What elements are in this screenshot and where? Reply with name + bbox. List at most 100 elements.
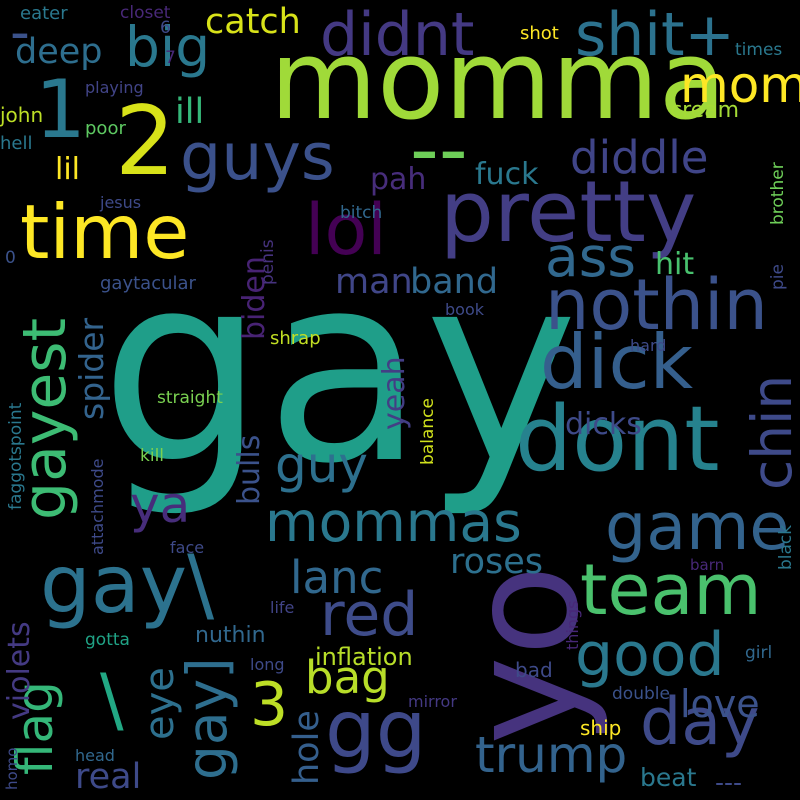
- word-lol: lol: [305, 189, 387, 271]
- word-penis: penis: [258, 239, 278, 285]
- word-red: red: [320, 580, 419, 650]
- word-ass: ass: [545, 225, 637, 289]
- word-chin: chin: [740, 374, 800, 490]
- word-poor: poor: [85, 118, 126, 139]
- word-6: 6: [160, 18, 171, 38]
- word-gaybracket: gay]: [175, 657, 239, 780]
- word-attachmode: attachmode: [88, 458, 107, 555]
- word-life: life: [270, 598, 295, 617]
- word-gg: gg: [325, 683, 427, 776]
- word-guys: guys: [180, 120, 335, 195]
- word-pie: pie: [768, 264, 788, 290]
- word-gaybackslash: gay\: [40, 538, 215, 631]
- word-times: times: [735, 40, 783, 60]
- word-good: good: [575, 620, 725, 690]
- word-violets: violets: [2, 621, 37, 720]
- word-jesus: jesus: [100, 193, 142, 212]
- word-backslash: \: [100, 659, 124, 741]
- word-team: team: [580, 549, 762, 631]
- word-face: face: [170, 538, 205, 557]
- word-barn: barn: [690, 556, 725, 574]
- word-time: time: [20, 188, 190, 276]
- word-pretty: pretty: [440, 163, 697, 262]
- word-playing: playing: [85, 78, 144, 97]
- word-gaytacular: gaytacular: [100, 273, 196, 294]
- word-dash: -: [10, 0, 30, 64]
- word-mom: mom: [680, 56, 800, 114]
- word-double: double: [612, 684, 670, 704]
- word-lanc: lanc: [290, 551, 384, 604]
- word-2: 2: [115, 87, 176, 197]
- word-3: 3: [250, 670, 289, 740]
- word-real: real: [75, 757, 142, 797]
- word-eater: eater: [20, 3, 68, 24]
- word-yeah: yeah: [377, 356, 412, 430]
- word-girl: girl: [745, 643, 773, 663]
- word-long: long: [250, 655, 285, 674]
- word-dashdashdash: ---: [715, 768, 743, 797]
- word-pah: pah: [370, 162, 427, 197]
- word-dont: dont: [515, 387, 720, 492]
- word-1: 1: [35, 63, 86, 156]
- word-ya: ya: [130, 476, 191, 534]
- word-hit: hit: [655, 247, 695, 282]
- word-man: man: [335, 262, 413, 302]
- word-deep: deep: [15, 32, 103, 72]
- word-fuck: fuck: [475, 157, 539, 192]
- word-dicks: dicks: [565, 407, 642, 442]
- word-roses: roses: [450, 542, 544, 582]
- word-faggotspoint: faggotspoint: [6, 402, 26, 510]
- word-brother: brother: [768, 162, 788, 225]
- word-things: things: [563, 600, 582, 651]
- word-0: 0: [5, 248, 16, 268]
- word-dashdash: --: [410, 103, 468, 196]
- word-straight: straight: [157, 388, 223, 408]
- word-trump: trump: [475, 726, 628, 784]
- word-homo: homo: [3, 747, 21, 790]
- word-catch: catch: [205, 2, 301, 42]
- word-diddle: diddle: [570, 131, 709, 184]
- word-john: john: [0, 103, 44, 127]
- word-mommas: mommas: [265, 490, 522, 554]
- word-closet: closet: [120, 3, 171, 23]
- word-love: love: [680, 682, 760, 726]
- word-bitch: bitch: [340, 203, 383, 223]
- word-hard: hard: [630, 336, 667, 355]
- word-band: band: [410, 262, 499, 302]
- word-didnt: didnt: [320, 0, 475, 70]
- word-day: day: [640, 685, 760, 760]
- word-bad: bad: [515, 658, 553, 682]
- word-nothin: nothin: [545, 264, 768, 346]
- word-dick: dick: [540, 318, 694, 406]
- word-game: game: [605, 490, 790, 565]
- word-shitplus: shit+: [575, 0, 735, 70]
- word-guy: guy: [275, 436, 369, 494]
- word-ship: ship: [580, 716, 622, 740]
- word-spider: spider: [72, 317, 111, 420]
- word-ill: ill: [175, 92, 205, 132]
- word-mirror: mirror: [408, 692, 457, 711]
- word-gay: gay: [100, 219, 579, 521]
- word-cream: cream: [670, 98, 740, 123]
- word-head: head: [75, 746, 115, 765]
- word-shot: shot: [520, 23, 559, 44]
- word-eye: eye: [137, 667, 183, 740]
- word-bag: bag: [305, 651, 390, 704]
- word-shrap: shrap: [270, 328, 321, 349]
- word-hell: hell: [0, 133, 33, 154]
- word-big: big: [125, 15, 211, 79]
- word-beat: beat: [640, 763, 697, 792]
- word-book: book: [445, 300, 484, 319]
- word-lil: lil: [55, 152, 81, 187]
- word-black: black: [776, 524, 796, 570]
- word-7: 7: [165, 48, 176, 68]
- word-hole: hole: [287, 710, 327, 785]
- word-gotta: gotta: [85, 630, 130, 650]
- word-kill: kill: [140, 446, 165, 466]
- word-balance: balance: [418, 398, 438, 465]
- word-inflation: inflation: [315, 643, 413, 671]
- word-bulls: bulls: [232, 434, 267, 505]
- word-momma: momma: [270, 16, 727, 144]
- word-nuthin: nuthin: [195, 623, 266, 648]
